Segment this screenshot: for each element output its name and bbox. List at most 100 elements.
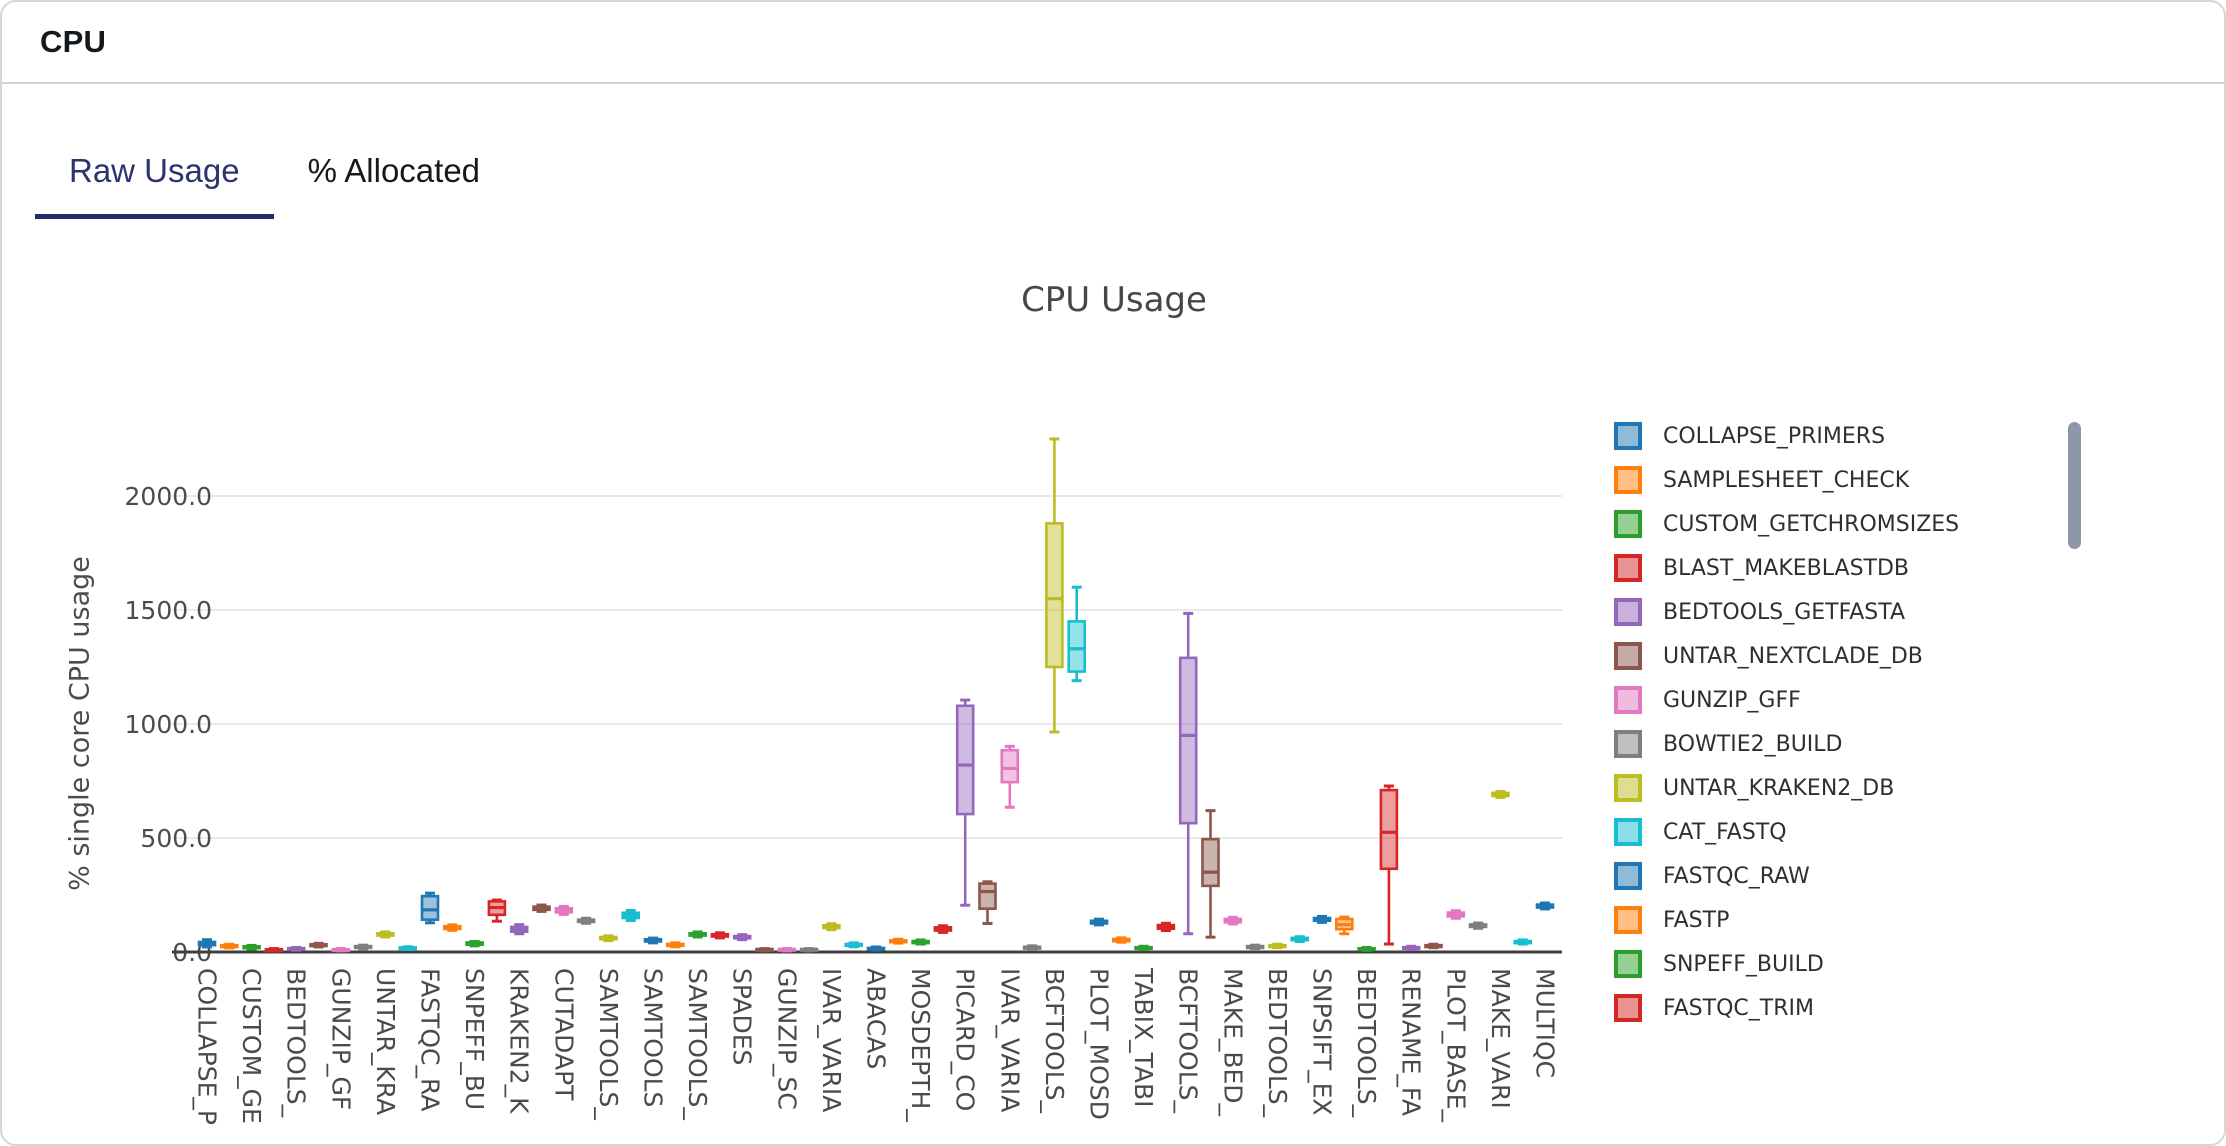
box-trace-CUTADAPT bbox=[554, 904, 574, 916]
x-tick-label: BCFTOOLS_ bbox=[1040, 968, 1069, 1114]
card-header: CPU bbox=[2, 2, 2224, 84]
x-tick-label: IVAR_VARIA bbox=[995, 968, 1024, 1112]
box-trace-43 bbox=[1156, 921, 1176, 933]
x-tick-label: PLOT_BASE_ bbox=[1441, 968, 1470, 1122]
legend-item-untar_kraken2_db[interactable]: UNTAR_KRAKEN2_DB bbox=[1614, 774, 1959, 802]
legend-item-gunzip_gff[interactable]: GUNZIP_GFF bbox=[1614, 686, 1959, 714]
box-trace-BEDTOOLS_ bbox=[286, 945, 306, 952]
legend-item-bedtools_getfasta[interactable]: BEDTOOLS_GETFASTA bbox=[1614, 598, 1959, 626]
x-tick-label: BEDTOOLS_ bbox=[1263, 968, 1292, 1118]
legend-swatch-icon bbox=[1614, 730, 1642, 758]
box-trace-41 bbox=[1112, 936, 1131, 944]
box-trace-29 bbox=[844, 941, 864, 949]
legend-swatch-icon bbox=[1614, 642, 1642, 670]
x-tick-label: FASTQC_RA bbox=[416, 968, 445, 1111]
box-trace-49 bbox=[1290, 935, 1309, 944]
box-trace-9 bbox=[398, 945, 418, 951]
box-trace-GUNZIP_SC bbox=[777, 947, 797, 953]
page-title: CPU bbox=[40, 24, 107, 59]
box-trace-ABACAS bbox=[866, 945, 886, 952]
tab-raw-usage[interactable]: Raw Usage bbox=[35, 130, 274, 219]
cpu-usage-chart: 0.0 500.0 1000.0 1500.0 2000.0 COLLAPSE_P CUST… bbox=[2, 232, 2224, 1144]
x-tick-label: ABACAS bbox=[862, 968, 891, 1069]
legend-item-blast_makeblastdb[interactable]: BLAST_MAKEBLASTDB bbox=[1614, 554, 1959, 582]
box-trace-KRAKEN2_K bbox=[509, 923, 529, 936]
x-tick-label: MAKE_VARI bbox=[1486, 968, 1515, 1109]
legend-scrollbar-thumb[interactable] bbox=[2068, 422, 2081, 549]
legend-item-snpeff_build[interactable]: SNPEFF_BUILD bbox=[1614, 950, 1959, 978]
legend-item-fastqc_raw[interactable]: FASTQC_RAW bbox=[1614, 862, 1959, 890]
x-tick-label: SAMTOOLS bbox=[639, 968, 668, 1107]
legend-swatch-icon bbox=[1614, 994, 1642, 1022]
tab-bar: Raw Usage % Allocated bbox=[35, 130, 514, 219]
legend-item-label: BEDTOOLS_GETFASTA bbox=[1663, 599, 1906, 625]
box-trace-35 bbox=[978, 880, 997, 925]
legend-item-samplesheet_check[interactable]: SAMPLESHEET_CHECK bbox=[1614, 466, 1959, 494]
box-trace-7 bbox=[353, 943, 373, 951]
legend-swatch-icon bbox=[1614, 598, 1642, 626]
legend-item-untar_nextclade_db[interactable]: UNTAR_NEXTCLADE_DB bbox=[1614, 642, 1959, 670]
chart-title: CPU Usage bbox=[1021, 280, 1207, 320]
legend-item-fastqc_trim[interactable]: FASTQC_TRIM bbox=[1614, 994, 1959, 1022]
box-trace-COLLAPSE_P bbox=[197, 938, 217, 949]
box-trace-45 bbox=[1201, 809, 1220, 939]
legend-swatch-icon bbox=[1614, 686, 1642, 714]
legend-swatch-icon bbox=[1614, 510, 1642, 538]
x-tick-label: KRAKEN2_K bbox=[505, 968, 534, 1114]
box-trace-BEDTOOLS_ bbox=[1268, 942, 1287, 950]
box-trace-51 bbox=[1335, 915, 1354, 936]
x-tick-label: MULTIQC bbox=[1531, 968, 1560, 1078]
legend-item-label: SNPEFF_BUILD bbox=[1663, 951, 1824, 977]
box-trace-RENAME_FA bbox=[1401, 944, 1421, 951]
y-tick-label: 500.0 bbox=[140, 824, 212, 853]
box-trace-55 bbox=[1424, 942, 1443, 950]
box-trace-IVAR_VARIA bbox=[1000, 744, 1020, 809]
x-tick-label: CUTADAPT bbox=[549, 968, 578, 1101]
box-trace-39 bbox=[1067, 585, 1086, 683]
box-trace-SNPEFF_BU bbox=[465, 940, 484, 948]
box-trace-TABIX_TABI bbox=[1134, 944, 1153, 951]
box-trace-PICARD_CO bbox=[955, 698, 975, 907]
x-tick-label: TABIX_TABI bbox=[1129, 967, 1158, 1108]
box-trace-23 bbox=[710, 931, 730, 940]
box-trace-UNTAR_KRA bbox=[376, 930, 395, 939]
box-trace-MULTIQC bbox=[1535, 901, 1555, 911]
x-tick-label: SNPSIFT_EX bbox=[1308, 968, 1337, 1116]
legend-item-bowtie2_build[interactable]: BOWTIE2_BUILD bbox=[1614, 730, 1959, 758]
legend-item-custom_getchromsizes[interactable]: CUSTOM_GETCHROMSIZES bbox=[1614, 510, 1959, 538]
box-trace-25 bbox=[755, 947, 774, 953]
legend-swatch-icon bbox=[1614, 906, 1642, 934]
legend-item-cat_fastq[interactable]: CAT_FASTQ bbox=[1614, 818, 1959, 846]
box-trace-59 bbox=[1513, 938, 1532, 946]
legend-item-fastp[interactable]: FASTP bbox=[1614, 906, 1959, 934]
x-tick-label: UNTAR_KRA bbox=[371, 968, 400, 1115]
box-trace-SAMTOOLS_ bbox=[599, 934, 618, 943]
x-tick-label: COLLAPSE_P bbox=[193, 968, 222, 1125]
x-tick-label: BEDTOOLS_ bbox=[1352, 968, 1381, 1118]
legend-swatch-icon bbox=[1614, 774, 1642, 802]
box-trace-27 bbox=[799, 947, 819, 953]
legend-item-collapse_primers[interactable]: COLLAPSE_PRIMERS bbox=[1614, 422, 1959, 450]
box-trace-47 bbox=[1245, 943, 1265, 951]
box-trace-MOSDEPTH_ bbox=[911, 938, 930, 946]
box-trace-5 bbox=[309, 941, 328, 949]
box-trace-11 bbox=[442, 923, 462, 932]
legend-item-label: CAT_FASTQ bbox=[1663, 819, 1787, 845]
legend-swatch-icon bbox=[1614, 950, 1642, 978]
tab-percent-allocated[interactable]: % Allocated bbox=[307, 152, 481, 189]
x-tick-label: PLOT_MOSD bbox=[1085, 968, 1114, 1120]
box-trace-FASTQC_RA bbox=[420, 891, 440, 925]
x-tick-label: MAKE_BED_ bbox=[1218, 968, 1247, 1117]
box-trace-53 bbox=[1379, 784, 1399, 946]
box-trace-31 bbox=[888, 937, 908, 945]
legend-swatch-icon bbox=[1614, 466, 1642, 494]
legend-item-label: UNTAR_NEXTCLADE_DB bbox=[1663, 643, 1923, 669]
x-tick-label: IVAR_VARIA bbox=[817, 968, 846, 1112]
box-trace-SAMTOOLS_ bbox=[688, 930, 707, 939]
legend-item-label: COLLAPSE_PRIMERS bbox=[1663, 423, 1886, 449]
legend-item-label: GUNZIP_GFF bbox=[1663, 687, 1801, 713]
box-trace-BCFTOOLS_ bbox=[1178, 611, 1198, 936]
